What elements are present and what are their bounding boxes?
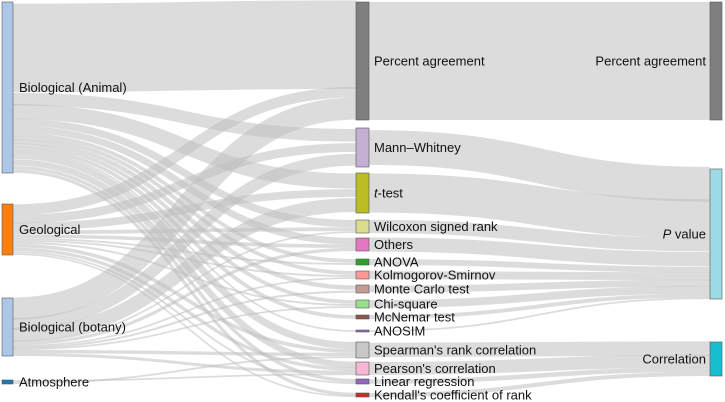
node-geological <box>1 203 14 256</box>
flow-bio_animal-to-mn <box>12 146 357 319</box>
label-bio_animal: Biological (Animal) <box>19 80 127 95</box>
flow-bio_botany-to-mw <box>12 153 357 330</box>
node-sr <box>355 341 370 359</box>
flow-bio_animal-to-mw <box>12 92 357 142</box>
node-mn <box>355 314 370 320</box>
node-labels: Biological (Animal) Geological Biological … <box>19 54 706 402</box>
flow-lr-to-co <box>368 367 711 384</box>
node-ot <box>355 237 370 252</box>
node-kc <box>355 392 370 398</box>
node-lr <box>355 378 370 385</box>
label-pc: Pearson's correlation <box>374 361 496 376</box>
flow-bio_animal-to-kc <box>12 169 357 396</box>
node-bio_botany <box>1 297 14 357</box>
flow-bio_botany-to-ot <box>12 247 357 346</box>
label-ws: Wilcoxon signed rank <box>374 219 498 234</box>
flow-links <box>12 0 711 398</box>
label-an: ANOVA <box>374 255 419 270</box>
label-co: Correlation <box>642 352 706 367</box>
label-kc: Kendall's coefficient of rank <box>374 388 532 402</box>
flow-geological-to-kc <box>12 253 357 398</box>
label-bio_botany: Biological (botany) <box>19 320 126 335</box>
flow-kc-to-co <box>368 371 711 398</box>
node-an <box>355 258 370 266</box>
flow-atmosphere-to-pc <box>12 373 357 382</box>
flow-geological-to-mw <box>12 143 357 224</box>
node-ks <box>355 270 370 280</box>
flow-bio_animal-to-sr <box>12 151 357 350</box>
flow-bio_botany-to-ks <box>12 277 357 347</box>
node-mc <box>355 284 370 294</box>
flow-bio_botany-to-sr <box>12 349 357 357</box>
flow-bio_botany-to-pa <box>12 97 357 320</box>
label-pa_out: Percent agreement <box>595 54 706 69</box>
label-sr: Spearman's rank correlation <box>374 343 536 358</box>
flow-mw-to-pv <box>368 130 711 202</box>
flow-atmosphere-to-sr <box>12 356 357 384</box>
label-pv: P value <box>663 227 706 242</box>
node-mw <box>355 127 370 168</box>
flow-cs-to-pv <box>368 285 711 308</box>
flow-tt-to-pv <box>368 173 711 239</box>
label-atmosphere: Atmosphere <box>19 375 89 390</box>
node-pa <box>355 1 370 121</box>
flow-bio_botany-to-mc <box>12 290 357 349</box>
label-mw: Mann–Whitney <box>374 140 461 155</box>
flow-bio_botany-to-ws <box>12 231 357 343</box>
flow-geological-to-an <box>12 237 357 265</box>
flow-bio_botany-to-pc <box>12 352 357 374</box>
label-pa: Percent agreement <box>374 54 485 69</box>
label-ao: ANOSIM <box>374 324 425 339</box>
flow-geological-to-ws <box>12 227 357 235</box>
flow-ks-to-pv <box>368 271 711 281</box>
flow-geological-to-pa <box>12 86 357 215</box>
label-ks: Kolmogorov-Smirnov <box>374 268 496 283</box>
flow-pc-to-co <box>368 354 711 375</box>
flow-ao-to-pv <box>368 297 711 332</box>
flow-mn-to-pv <box>368 293 711 319</box>
flow-bio_botany-to-tt <box>12 197 357 342</box>
flow-bio_botany-to-cs <box>12 306 357 351</box>
label-lr: Linear regression <box>374 374 474 389</box>
node-pc <box>355 361 370 376</box>
flow-geological-to-ks <box>12 239 357 277</box>
flow-ot-to-pv <box>368 237 711 267</box>
flow-mc-to-pv <box>368 279 711 293</box>
node-bio_animal <box>1 1 14 174</box>
label-cs: Chi-square <box>374 297 438 312</box>
node-pa_out <box>709 1 723 121</box>
flow-an-to-pv <box>368 259 711 273</box>
label-geological: Geological <box>19 222 81 237</box>
node-tt <box>355 172 370 214</box>
node-atmosphere <box>1 379 14 385</box>
flow-geological-to-pc <box>12 247 357 371</box>
label-ot: Others <box>374 237 414 252</box>
flow-ws-to-pv <box>368 219 711 252</box>
node-pv <box>709 168 723 300</box>
label-mc: Monte Carlo test <box>374 282 470 297</box>
flow-sr-to-co <box>368 341 711 358</box>
label-mn: McNemar test <box>374 310 455 325</box>
flow-geological-to-lr <box>12 251 357 385</box>
node-ao <box>355 329 370 333</box>
node-ws <box>355 219 370 234</box>
flow-bio_animal-to-pa <box>12 0 357 93</box>
node-co <box>709 341 723 377</box>
label-tt: t-test <box>374 186 403 201</box>
node-cs <box>355 299 370 309</box>
